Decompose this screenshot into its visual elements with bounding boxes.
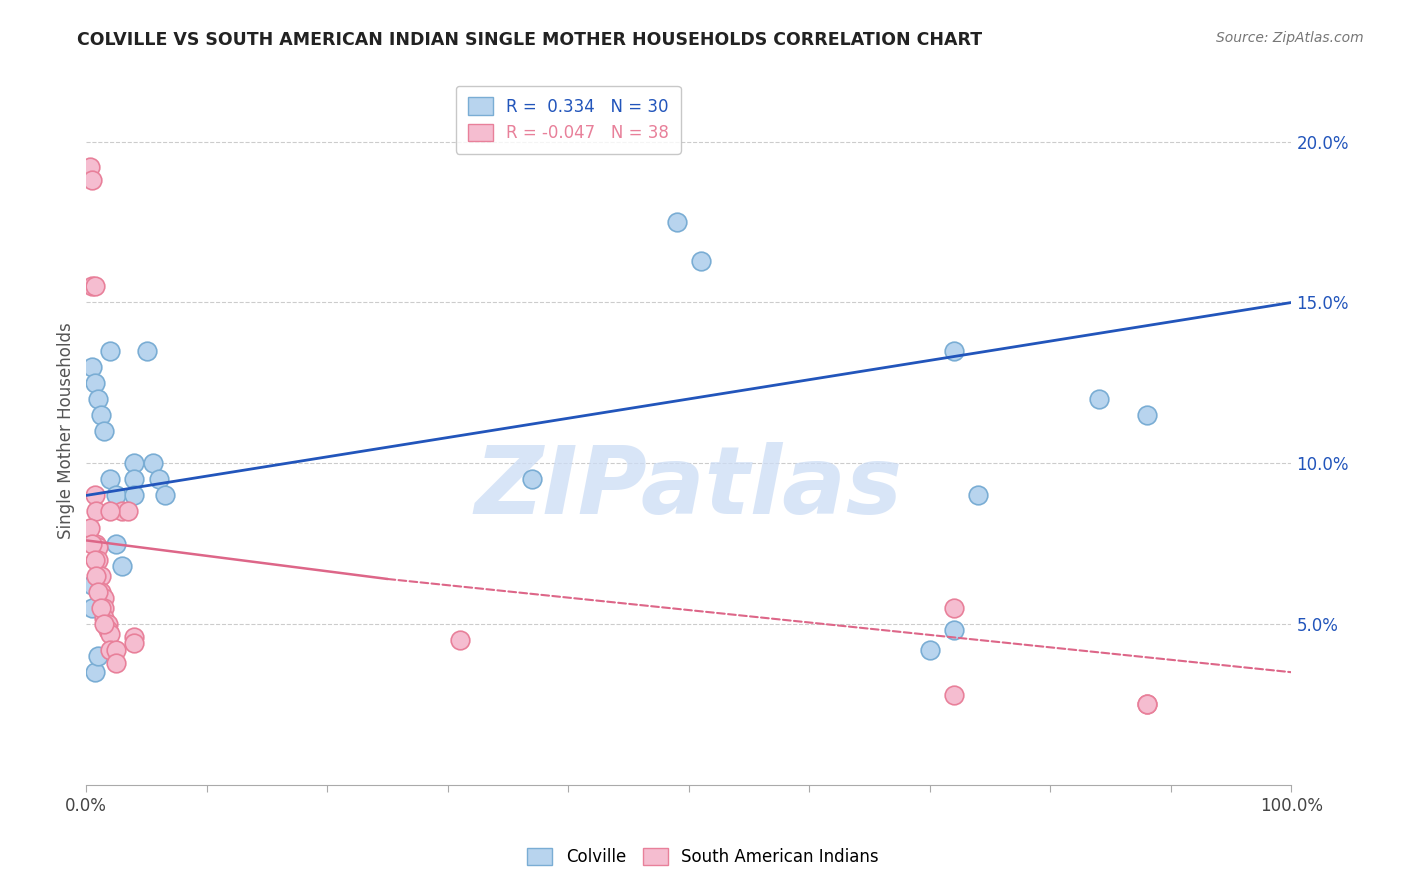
South American Indians [124, 630, 146, 644]
South American Indians [83, 552, 105, 566]
South American Indians [449, 633, 471, 648]
Text: ZIPatlas: ZIPatlas [475, 442, 903, 533]
South American Indians [97, 624, 120, 638]
Colville [135, 343, 157, 358]
South American Indians [82, 536, 104, 550]
South American Indians [93, 601, 115, 615]
Colville [87, 392, 110, 406]
Colville [100, 343, 122, 358]
South American Indians [1136, 698, 1159, 712]
Colville [142, 456, 165, 470]
Colville [82, 578, 104, 592]
Colville [124, 488, 146, 502]
Colville [943, 343, 966, 358]
Colville [690, 253, 713, 268]
Y-axis label: Single Mother Households: Single Mother Households [58, 323, 75, 540]
Colville [83, 665, 105, 680]
South American Indians [87, 552, 110, 566]
Colville [943, 624, 966, 638]
Colville [105, 536, 128, 550]
South American Indians [93, 591, 115, 606]
Colville [1136, 408, 1159, 422]
Colville [665, 215, 688, 229]
South American Indians [1136, 698, 1159, 712]
Text: COLVILLE VS SOUTH AMERICAN INDIAN SINGLE MOTHER HOUSEHOLDS CORRELATION CHART: COLVILLE VS SOUTH AMERICAN INDIAN SINGLE… [77, 31, 983, 49]
Colville [124, 472, 146, 486]
Colville [967, 488, 990, 502]
South American Indians [943, 688, 966, 702]
Colville [90, 408, 112, 422]
South American Indians [124, 636, 146, 650]
Colville [1087, 392, 1109, 406]
Colville [124, 456, 146, 470]
Legend: Colville, South American Indians: Colville, South American Indians [519, 840, 887, 875]
Colville [82, 601, 104, 615]
South American Indians [82, 173, 104, 187]
South American Indians [100, 626, 122, 640]
South American Indians [90, 568, 112, 582]
South American Indians [90, 601, 112, 615]
South American Indians [87, 585, 110, 599]
South American Indians [84, 568, 107, 582]
South American Indians [79, 520, 101, 534]
South American Indians [83, 488, 105, 502]
Colville [522, 472, 544, 486]
Text: Source: ZipAtlas.com: Source: ZipAtlas.com [1216, 31, 1364, 45]
Legend: R =  0.334   N = 30, R = -0.047   N = 38: R = 0.334 N = 30, R = -0.047 N = 38 [456, 86, 681, 153]
South American Indians [100, 504, 122, 518]
South American Indians [943, 601, 966, 615]
South American Indians [87, 568, 110, 582]
South American Indians [97, 617, 120, 632]
Colville [148, 472, 170, 486]
South American Indians [79, 161, 101, 175]
South American Indians [90, 585, 112, 599]
South American Indians [84, 504, 107, 518]
Colville [100, 472, 122, 486]
Colville [82, 359, 104, 374]
South American Indians [93, 610, 115, 624]
Colville [111, 559, 134, 574]
Colville [918, 642, 941, 657]
South American Indians [83, 279, 105, 293]
Colville [105, 488, 128, 502]
South American Indians [82, 279, 104, 293]
South American Indians [87, 540, 110, 554]
South American Indians [105, 656, 128, 670]
Colville [87, 649, 110, 664]
Colville [153, 488, 176, 502]
South American Indians [84, 536, 107, 550]
South American Indians [117, 504, 139, 518]
Colville [83, 376, 105, 390]
South American Indians [100, 642, 122, 657]
South American Indians [93, 617, 115, 632]
South American Indians [105, 642, 128, 657]
South American Indians [111, 504, 134, 518]
Colville [93, 424, 115, 438]
